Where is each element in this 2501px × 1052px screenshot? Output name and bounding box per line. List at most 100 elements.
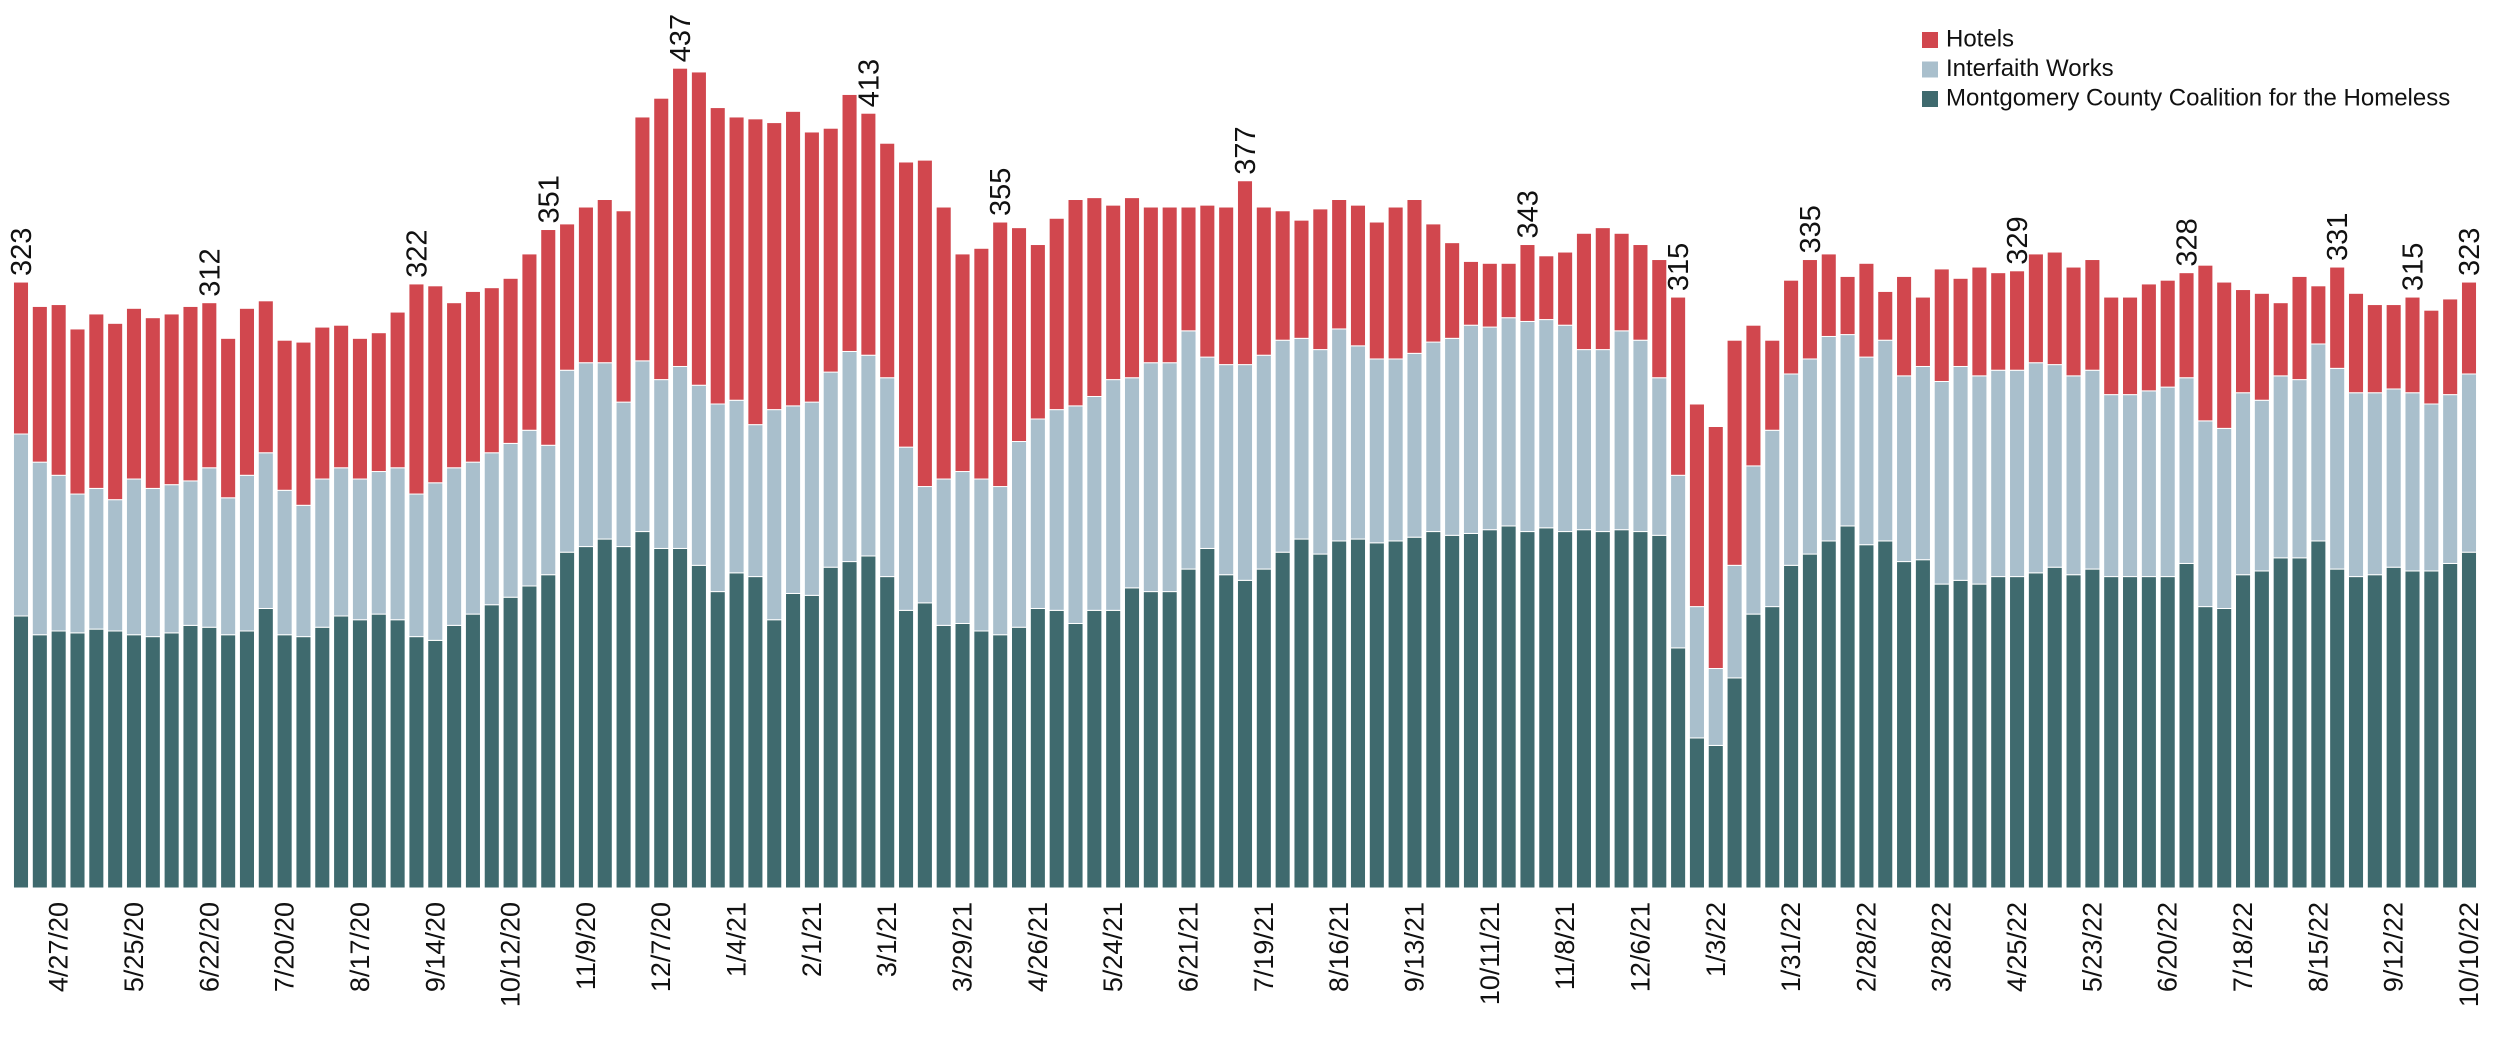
- bar-segment: [1557, 531, 1574, 889]
- bar-segment: [314, 626, 331, 889]
- bar-segment: [672, 547, 689, 889]
- x-tick-label: 1/4/21: [722, 902, 752, 977]
- bar-segment: [1632, 244, 1649, 341]
- bar-segment: [653, 379, 670, 549]
- bar-segment: [1575, 529, 1592, 889]
- legend-swatch: [1922, 91, 1938, 107]
- bar-segment: [2272, 557, 2289, 889]
- bar-segment: [2291, 275, 2308, 381]
- bar-segment: [351, 619, 368, 889]
- bar-segment: [2310, 540, 2327, 889]
- bar-segment: [446, 467, 463, 626]
- bar-segment: [2404, 570, 2421, 889]
- bar-segment: [2159, 576, 2176, 889]
- bar-segment: [464, 461, 481, 615]
- bar-segment: [1632, 531, 1649, 889]
- bar-segment: [973, 247, 990, 480]
- bar-segment: [860, 354, 877, 557]
- bar-segment: [1218, 364, 1235, 576]
- bar-segment: [389, 619, 406, 889]
- bar-segment: [31, 461, 48, 636]
- bar-segment: [615, 401, 632, 548]
- bar-segment: [1990, 272, 2007, 371]
- bar-segment: [1010, 441, 1028, 628]
- bar-segment: [2197, 606, 2214, 889]
- bar-segment: [1858, 544, 1875, 889]
- bar-segment: [1839, 275, 1856, 336]
- bar-segment: [427, 482, 444, 641]
- bar-segment: [1707, 668, 1724, 746]
- total-label: 335: [1795, 205, 1827, 253]
- bar-segment: [822, 566, 839, 889]
- bar-segment: [2442, 394, 2459, 564]
- bar-segment: [1801, 259, 1818, 360]
- total-label: 343: [1512, 190, 1544, 238]
- bar-segment: [785, 110, 802, 407]
- bar-segment: [766, 619, 783, 889]
- bar-segment: [634, 531, 651, 889]
- bar-segment: [50, 474, 67, 632]
- bar-segment: [577, 206, 594, 364]
- bar-segment: [351, 478, 368, 621]
- bar-segment: [559, 369, 576, 553]
- bar-segment: [935, 478, 952, 626]
- bar-segment: [2272, 375, 2289, 559]
- total-label: 328: [2172, 218, 2204, 266]
- bar-segment: [2366, 304, 2383, 394]
- bar-segment: [2159, 386, 2176, 578]
- bar-segment: [1048, 609, 1065, 889]
- x-tick-label: 6/20/22: [2153, 902, 2183, 992]
- bar-segment: [257, 300, 274, 454]
- bar-segment: [2347, 576, 2365, 889]
- bar-segment: [1538, 255, 1555, 321]
- bar-segment: [2253, 570, 2270, 889]
- bar-segment: [935, 206, 952, 480]
- bar-segment: [144, 317, 161, 489]
- bar-segment: [2234, 289, 2252, 394]
- bar-segment: [1255, 568, 1272, 889]
- bar-segment: [1557, 324, 1574, 533]
- bar-segment: [1142, 362, 1159, 593]
- bar-segment: [333, 324, 350, 469]
- bar-segment: [1274, 210, 1291, 341]
- bar-segment: [69, 493, 86, 634]
- bar-segment: [1180, 206, 1197, 332]
- x-tick-label: 4/25/22: [2002, 902, 2032, 992]
- bar-segment: [2423, 403, 2440, 572]
- bar-segment: [1086, 395, 1103, 611]
- bar-segment: [596, 538, 613, 889]
- total-label: 315: [1663, 243, 1695, 291]
- bar-segment: [1067, 199, 1084, 407]
- bar-segment: [1312, 349, 1329, 555]
- bar-segment: [1331, 328, 1348, 542]
- bar-segment: [1161, 206, 1178, 364]
- bar-segment: [2404, 392, 2421, 572]
- bar-segment: [2084, 369, 2101, 570]
- bar-segment: [1914, 296, 1931, 367]
- bar-segment: [2216, 427, 2233, 609]
- bar-segment: [88, 313, 105, 489]
- legend-label: Hotels: [1946, 25, 2014, 52]
- bar-segment: [88, 487, 105, 630]
- bar-segment: [1726, 339, 1743, 566]
- bar-segment: [747, 118, 764, 426]
- bar-segment: [1651, 377, 1668, 536]
- bar-segment: [2347, 292, 2365, 394]
- bar-segment: [1896, 375, 1913, 563]
- bar-segment: [1613, 330, 1630, 531]
- bar-segment: [2027, 253, 2044, 364]
- bar-segment: [1519, 244, 1536, 322]
- bar-segment: [841, 350, 858, 563]
- bar-segment: [1783, 564, 1800, 889]
- bar-segment: [992, 221, 1009, 488]
- bar-segment: [1801, 358, 1818, 555]
- bar-segment: [1199, 547, 1216, 889]
- bar-segment: [916, 486, 933, 604]
- bar-segment: [766, 122, 783, 411]
- bar-segment: [954, 471, 971, 624]
- bar-segment: [2234, 392, 2252, 576]
- bar-segment: [1820, 540, 1837, 889]
- bar-segment: [1293, 538, 1310, 889]
- bar-segment: [31, 634, 48, 889]
